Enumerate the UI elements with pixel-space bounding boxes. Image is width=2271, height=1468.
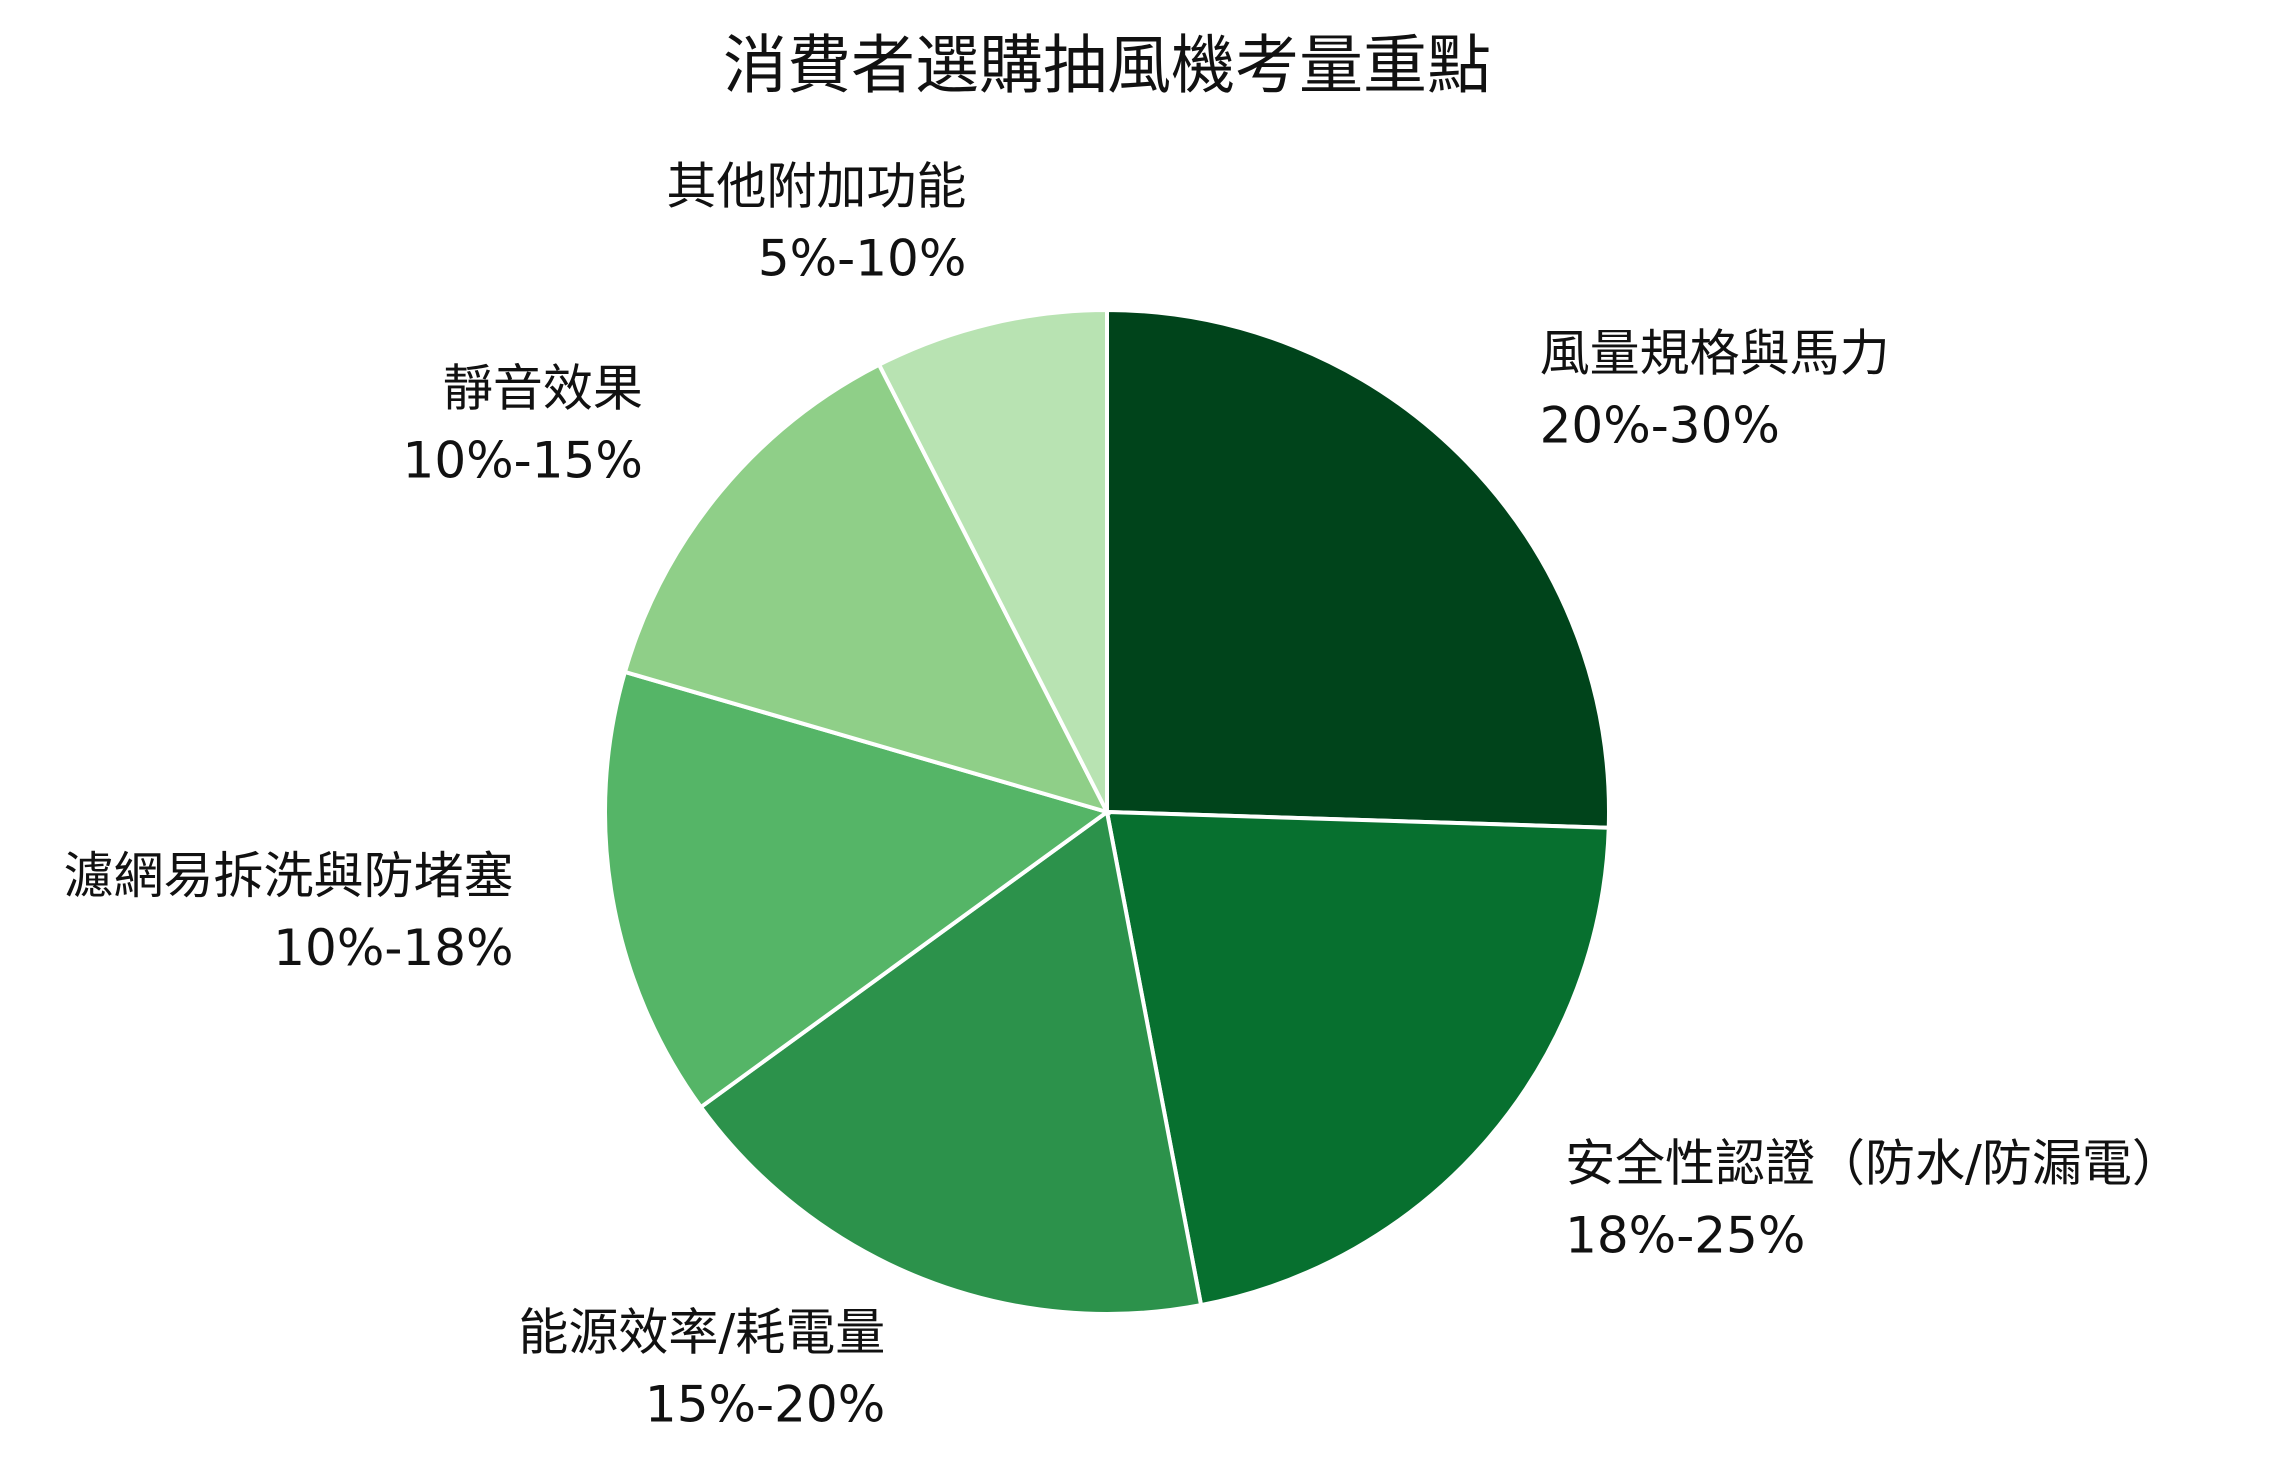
pie-slice: [603, 669, 1112, 1110]
pie-slice: [698, 808, 1204, 1316]
slice-label: 風量規格與馬力: [1540, 324, 1890, 382]
slice-range: 5%-10%: [758, 230, 967, 288]
slice-label: 其他附加功能: [666, 158, 966, 216]
chart-title: 消費者選購抽風機考量重點: [723, 30, 1491, 104]
slice-label: 能源效率/耗電量: [518, 1304, 885, 1362]
slice-range: 10%-15%: [403, 432, 643, 490]
slice-range: 18%-25%: [1565, 1207, 1805, 1265]
slice-range: 20%-30%: [1540, 396, 1780, 454]
pie-slice: [1105, 307, 1611, 830]
slice-label: 靜音效果: [443, 360, 643, 418]
pie-slice: [1104, 809, 1611, 1308]
slice-range: 15%-20%: [645, 1376, 885, 1434]
slice-label: 安全性認證（防水/防漏電）: [1565, 1135, 2182, 1193]
slice-range: 10%-18%: [273, 919, 513, 977]
slice-label: 濾網易拆洗與防堵塞: [64, 847, 514, 905]
pie-slice: [622, 362, 1111, 816]
pie-slice: [876, 307, 1109, 813]
